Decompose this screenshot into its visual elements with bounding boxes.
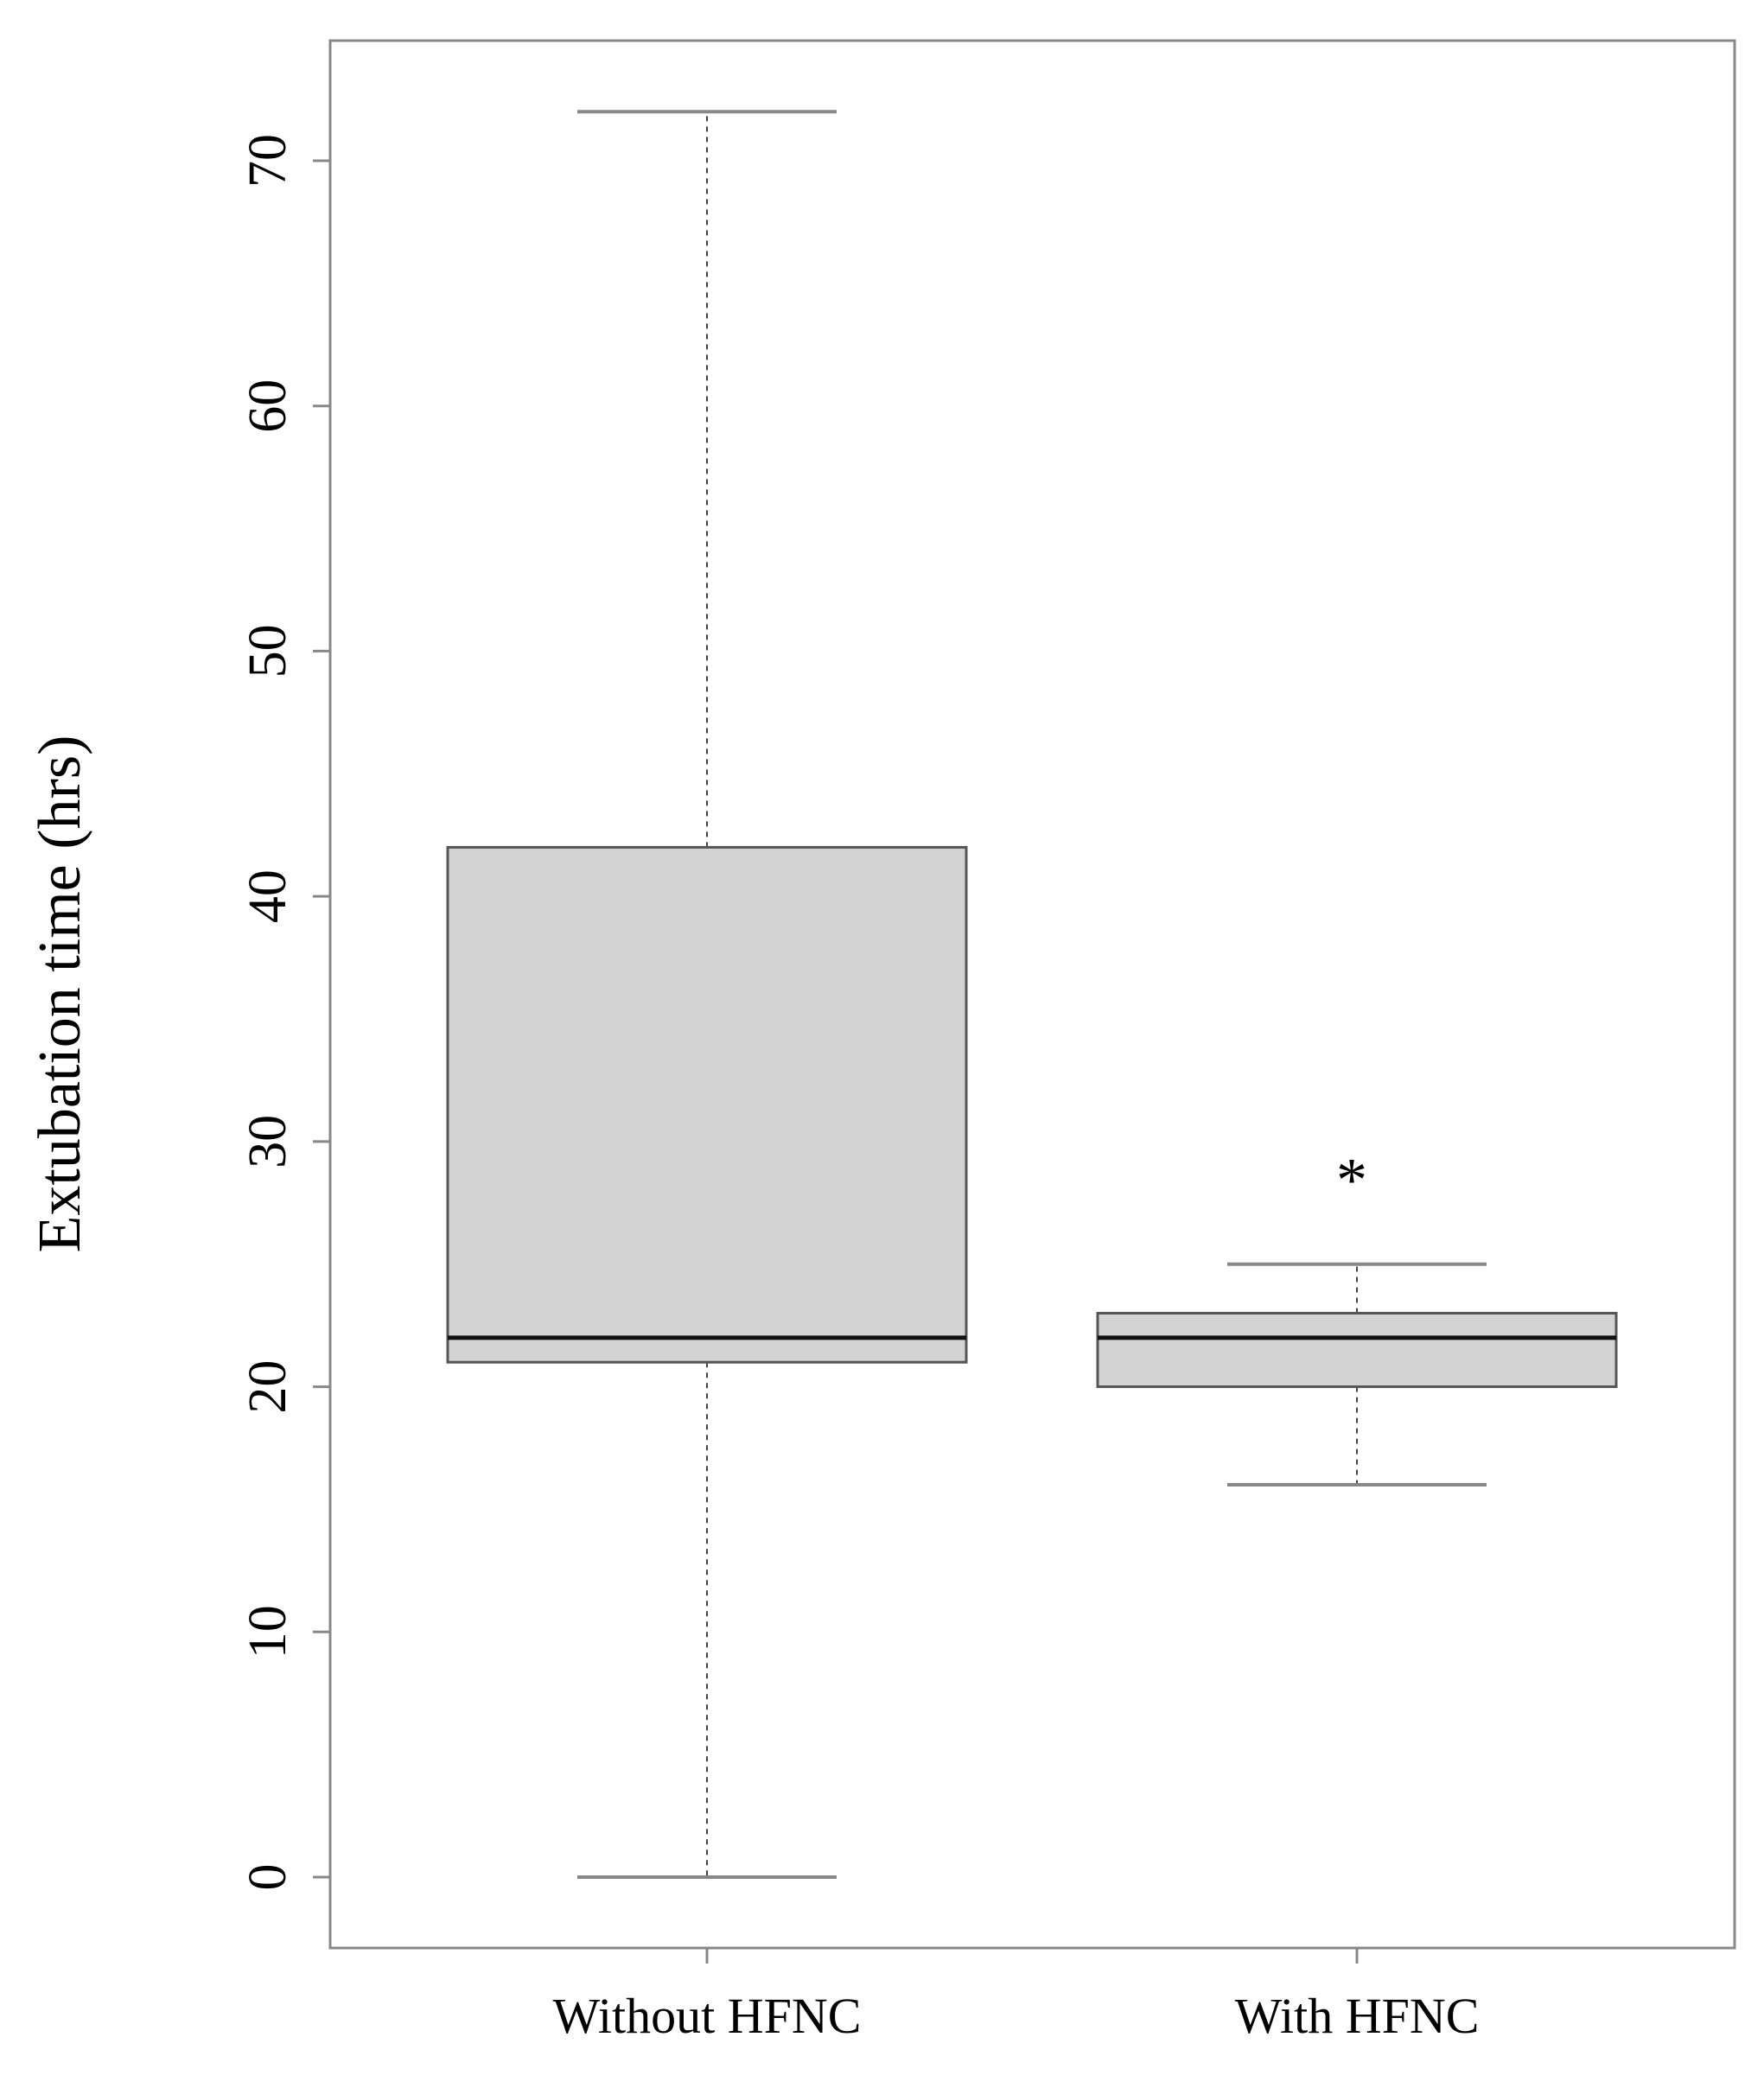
- y-tick-label: 50: [239, 624, 297, 678]
- y-axis-title: Extubation time (hrs): [27, 735, 93, 1253]
- x-tick-label: Without HFNC: [553, 1988, 862, 2044]
- y-tick-label: 20: [239, 1360, 297, 1414]
- boxes-group: *: [446, 110, 1618, 1879]
- y-axis: 0 10 20 30 40 50 60 70: [239, 134, 330, 1891]
- y-tick-label: 60: [239, 379, 297, 433]
- y-tick-label: 30: [239, 1115, 297, 1168]
- box-iqr: [1096, 1311, 1618, 1389]
- plot-frame: [328, 39, 1736, 1950]
- y-tick-label: 70: [239, 134, 297, 188]
- y-tick-label: 10: [239, 1605, 297, 1658]
- x-axis: Without HFNC With HFNC: [553, 1948, 1480, 2044]
- box-1: *: [1096, 1145, 1618, 1487]
- y-tick-label: 40: [239, 869, 297, 923]
- x-tick-label: With HFNC: [1235, 1988, 1480, 2044]
- y-tick-label: 0: [239, 1864, 297, 1891]
- box-0: [446, 110, 968, 1879]
- box-iqr: [446, 845, 968, 1364]
- significance-marker: *: [1336, 1145, 1367, 1214]
